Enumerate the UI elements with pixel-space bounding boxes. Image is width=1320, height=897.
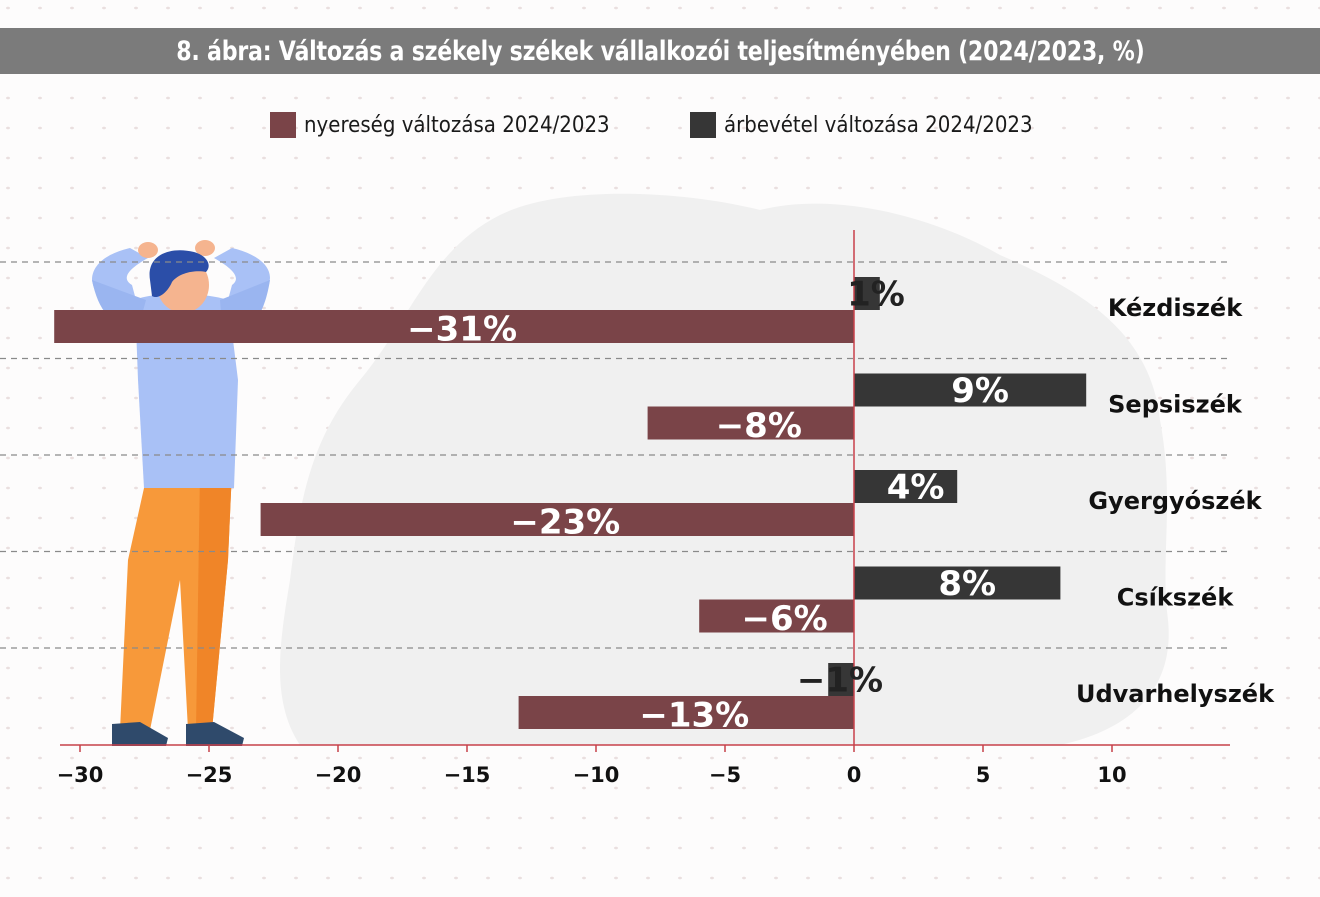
legend-label-profit: nyereség változása 2024/2023: [304, 112, 610, 138]
category-label: Gyergyószék: [1088, 487, 1262, 515]
legend-swatch-revenue: [690, 112, 716, 138]
revenue-bar: [854, 566, 1061, 600]
x-tick-label: 0: [847, 763, 862, 787]
background-blob: [280, 193, 1169, 745]
x-tick-label: 5: [976, 763, 991, 787]
legend-item-profit: nyereség változása 2024/2023: [270, 112, 644, 138]
profit-data-label: −31%: [407, 310, 517, 350]
category-label: Sepsiszék: [1108, 391, 1243, 419]
profit-data-label: −8%: [716, 406, 802, 446]
legend-swatch-profit: [270, 112, 296, 138]
profit-data-label: −23%: [510, 503, 620, 543]
profit-bar: [518, 696, 854, 729]
category-label: Udvarhelyszék: [1076, 680, 1275, 708]
x-tick-label: −25: [186, 763, 233, 787]
profit-data-label: −13%: [639, 696, 749, 736]
x-tick-label: 10: [1097, 763, 1126, 787]
title-bar: 8. ábra: Változás a székely székek válla…: [0, 28, 1320, 74]
revenue-data-label: −1%: [797, 661, 883, 701]
legend: nyereség változása 2024/2023 árbevétel v…: [0, 112, 1320, 146]
revenue-data-label: 8%: [938, 564, 996, 604]
profit-bar: [54, 310, 854, 343]
legend-label-revenue: árbevétel változása 2024/2023: [724, 112, 1033, 138]
revenue-data-label: 9%: [951, 371, 1009, 411]
revenue-bar: [854, 470, 958, 503]
x-tick-label: −30: [57, 763, 104, 787]
x-tick-label: −10: [573, 763, 620, 787]
profit-data-label: −6%: [741, 599, 827, 639]
axis-layer: [60, 230, 1230, 752]
revenue-data-label: 1%: [847, 275, 905, 315]
labels-layer: 1% −31% Kézdiszék 9% −8% Sepsiszék 4% −23% Gyerg…: [57, 275, 1275, 788]
revenue-bar: [828, 663, 854, 696]
bars-layer: [54, 277, 1087, 729]
revenue-bar: [854, 373, 1087, 407]
category-label: Kézdiszék: [1108, 294, 1243, 322]
profit-bar: [699, 599, 854, 633]
x-tick-label: −20: [315, 763, 362, 787]
revenue-data-label: 4%: [887, 468, 945, 508]
x-tick-label: −5: [709, 763, 741, 787]
grid-layer: [0, 261, 1228, 649]
profit-bar: [260, 503, 855, 536]
x-tick-label: −15: [444, 763, 491, 787]
legend-item-revenue: árbevétel változása 2024/2023: [690, 112, 1067, 138]
chart-title: 8. ábra: Változás a székely székek válla…: [175, 35, 1145, 67]
category-label: Csíkszék: [1117, 584, 1235, 612]
profit-bar: [647, 406, 854, 440]
revenue-bar: [854, 277, 880, 310]
